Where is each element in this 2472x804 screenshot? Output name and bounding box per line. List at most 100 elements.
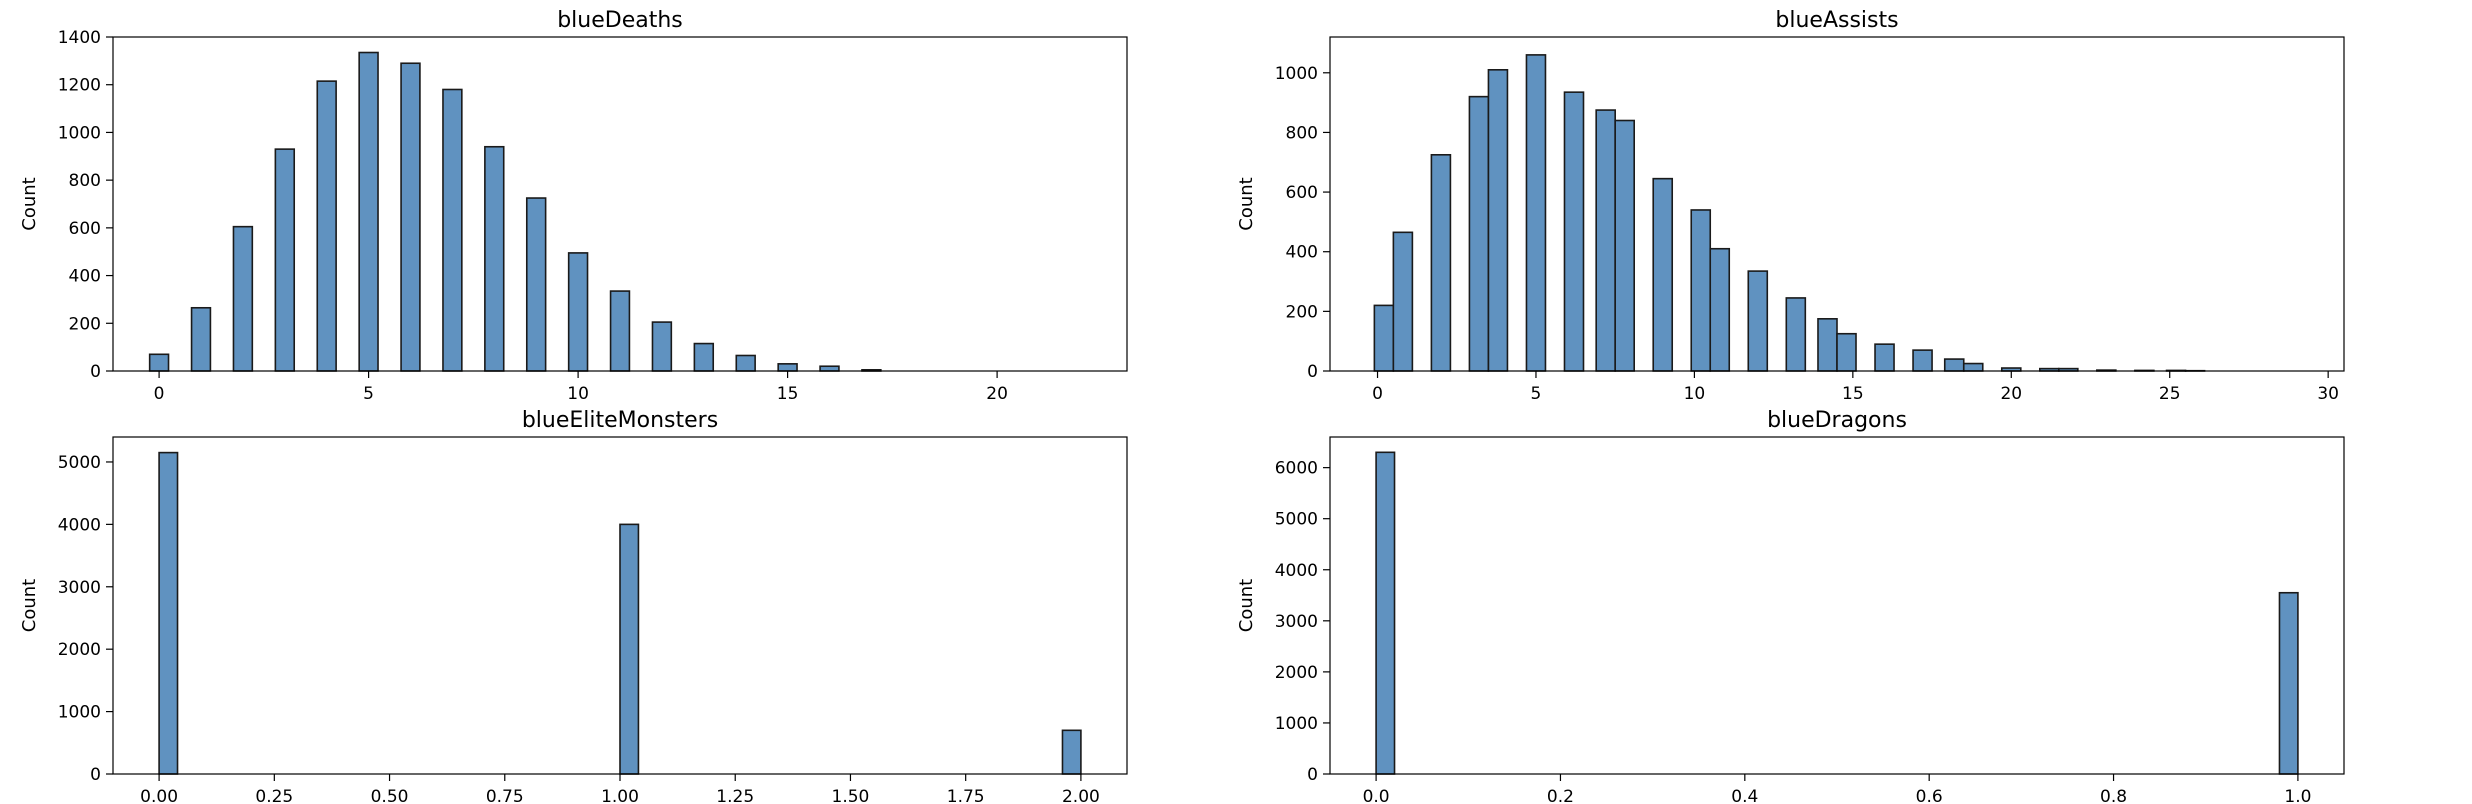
x-tick-label: 1.50 <box>832 787 870 804</box>
histogram-bar <box>274 148 296 372</box>
histogram-bar <box>1487 69 1509 372</box>
y-axis-label: Count <box>1236 177 1257 230</box>
y-tick-label: 400 <box>69 267 101 287</box>
histogram-bar <box>2278 591 2299 775</box>
histogram-bar <box>1468 95 1490 372</box>
y-tick-label: 1000 <box>1275 714 1318 734</box>
y-tick-label: 5000 <box>1275 510 1318 530</box>
y-tick-label: 800 <box>69 171 101 191</box>
histogram-bar <box>1785 297 1807 372</box>
histogram-bar <box>609 290 631 372</box>
histogram-bar <box>148 353 170 372</box>
histogram-bar <box>1430 153 1452 372</box>
histogram-bar <box>1614 119 1636 372</box>
x-tick-label: 0.25 <box>255 787 293 804</box>
y-tick-label: 4000 <box>1275 561 1318 581</box>
histogram-bar <box>1836 332 1857 372</box>
y-tick-label: 800 <box>1286 123 1318 143</box>
x-tick-label: 30 <box>2317 384 2339 404</box>
histogram-bar <box>619 523 640 775</box>
y-tick-label: 200 <box>69 314 101 334</box>
histogram-bar <box>400 62 421 372</box>
histogram-bar <box>1525 54 1547 372</box>
x-tick-label: 0.75 <box>486 787 524 804</box>
x-tick-label: 1.00 <box>601 787 639 804</box>
histogram-bar <box>777 363 798 372</box>
histogram-bar <box>1595 109 1616 372</box>
chart-panel: 0.00 0.25 0.50 0.75 1.00 1.25 1.50 1.75 2.00 0 100… <box>19 408 1128 804</box>
x-tick-label: 20 <box>2000 384 2022 404</box>
y-tick-label: 5000 <box>58 453 101 473</box>
histogram-bar <box>1912 349 1933 372</box>
y-tick-label: 4000 <box>58 515 101 535</box>
histogram-bar <box>567 252 589 372</box>
histogram-bar <box>1373 304 1395 372</box>
y-tick-label: 0 <box>90 362 101 382</box>
histogram-bar <box>819 365 840 372</box>
histogram-bar <box>190 306 212 372</box>
x-tick-label: 0.6 <box>1916 787 1943 804</box>
x-tick-label: 2.00 <box>1062 787 1100 804</box>
y-tick-label: 0 <box>1307 765 1318 785</box>
y-tick-label: 400 <box>1286 243 1318 263</box>
y-tick-label: 1000 <box>58 703 101 723</box>
histogram-bar <box>1061 729 1082 775</box>
histogram-bar <box>1817 318 1838 372</box>
x-tick-label: 1.0 <box>2284 787 2311 804</box>
histogram-bar <box>158 451 179 775</box>
y-axis-label: Count <box>19 177 40 230</box>
histogram-bar <box>1392 231 1414 372</box>
x-tick-label: 0.0 <box>1363 787 1390 804</box>
histogram-bar <box>1874 343 1895 372</box>
y-tick-label: 2000 <box>1275 663 1318 683</box>
chart-panel: 0 5 10 15 20 25 30 0 200 400 600 800 1000 blueAssists… <box>1236 8 2345 404</box>
y-tick-label: 1000 <box>1275 64 1318 84</box>
x-tick-label: 0.2 <box>1547 787 1574 804</box>
histogram-bar <box>316 80 337 372</box>
x-tick-label: 0.4 <box>1731 787 1758 804</box>
y-tick-label: 1200 <box>58 76 101 96</box>
x-tick-label: 5 <box>1531 384 1542 404</box>
x-tick-label: 5 <box>363 384 374 404</box>
y-axis-label: Count <box>1236 579 1257 632</box>
y-tick-label: 1000 <box>58 123 101 143</box>
histogram-bar <box>1962 362 1984 372</box>
axes-frame <box>112 36 1128 372</box>
x-tick-label: 25 <box>2159 384 2181 404</box>
chart-title: blueAssists <box>1775 8 1898 33</box>
histogram-bar <box>484 145 505 372</box>
y-tick-label: 600 <box>1286 183 1318 203</box>
x-tick-label: 0 <box>154 384 165 404</box>
histogram-bar <box>735 354 756 372</box>
x-tick-label: 10 <box>567 384 589 404</box>
y-tick-label: 2000 <box>58 640 101 660</box>
x-tick-label: 10 <box>1684 384 1706 404</box>
histogram-bar <box>358 51 379 372</box>
histogram-bar <box>1563 91 1585 372</box>
axes-frame <box>1329 36 2345 372</box>
x-tick-label: 0.8 <box>2100 787 2127 804</box>
y-tick-label: 1400 <box>58 28 101 48</box>
histogram-bar <box>232 225 254 372</box>
x-tick-label: 20 <box>986 384 1008 404</box>
chart-panel: 0.0 0.2 0.4 0.6 0.8 1.0 0 1000 2000 3000 4000 5000 6… <box>1236 408 2345 804</box>
x-tick-label: 0.00 <box>140 787 178 804</box>
chart-title: blueDragons <box>1767 408 1907 433</box>
histogram-bar <box>525 197 547 372</box>
histogram-bar <box>1943 358 1965 372</box>
y-tick-label: 600 <box>69 219 101 239</box>
x-tick-label: 15 <box>1842 384 1864 404</box>
y-tick-label: 0 <box>1307 362 1318 382</box>
y-tick-label: 3000 <box>58 578 101 598</box>
chart-title: blueDeaths <box>557 8 683 33</box>
histogram-bar <box>1690 209 1712 372</box>
histogram-bar <box>693 342 715 372</box>
histogram-bar <box>442 88 463 372</box>
x-tick-label: 1.75 <box>947 787 985 804</box>
y-tick-label: 0 <box>90 765 101 785</box>
x-tick-label: 1.25 <box>716 787 754 804</box>
y-axis-label: Count <box>19 579 40 632</box>
histogram-bar <box>651 321 673 372</box>
chart-panel: 0 5 10 15 200200400600800100012001400blueDea… <box>19 8 1128 404</box>
